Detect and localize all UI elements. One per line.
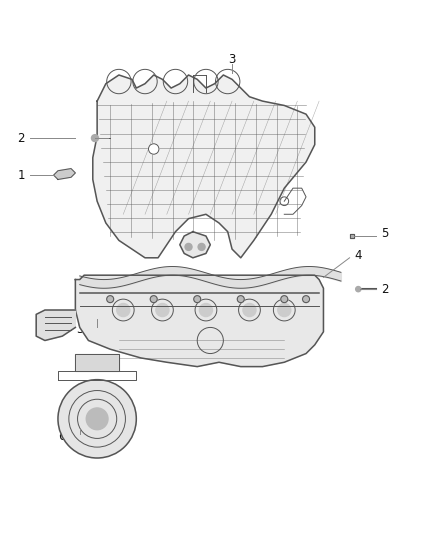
Circle shape xyxy=(278,303,291,317)
Text: 1: 1 xyxy=(17,168,25,182)
Circle shape xyxy=(107,296,114,303)
Circle shape xyxy=(237,296,244,303)
Text: 3: 3 xyxy=(76,323,83,336)
Polygon shape xyxy=(93,75,315,258)
Polygon shape xyxy=(36,310,75,341)
Polygon shape xyxy=(75,275,323,367)
Circle shape xyxy=(303,296,310,303)
Circle shape xyxy=(199,303,212,317)
Circle shape xyxy=(150,296,157,303)
Circle shape xyxy=(117,303,130,317)
Polygon shape xyxy=(350,234,354,238)
Circle shape xyxy=(198,244,205,251)
Polygon shape xyxy=(180,232,210,258)
Polygon shape xyxy=(53,168,75,180)
Circle shape xyxy=(148,144,159,154)
Text: 5: 5 xyxy=(381,228,388,240)
Circle shape xyxy=(281,296,288,303)
Circle shape xyxy=(58,379,136,458)
Circle shape xyxy=(156,303,169,317)
Text: 2: 2 xyxy=(17,132,25,144)
Circle shape xyxy=(243,303,256,317)
Text: 6: 6 xyxy=(59,430,66,443)
Text: 4: 4 xyxy=(354,249,362,262)
Text: 3: 3 xyxy=(228,53,236,66)
Text: 2: 2 xyxy=(381,282,388,296)
Circle shape xyxy=(185,244,192,251)
Circle shape xyxy=(356,287,361,292)
Polygon shape xyxy=(75,353,119,371)
Circle shape xyxy=(86,408,108,430)
Circle shape xyxy=(194,296,201,303)
Circle shape xyxy=(92,135,99,142)
